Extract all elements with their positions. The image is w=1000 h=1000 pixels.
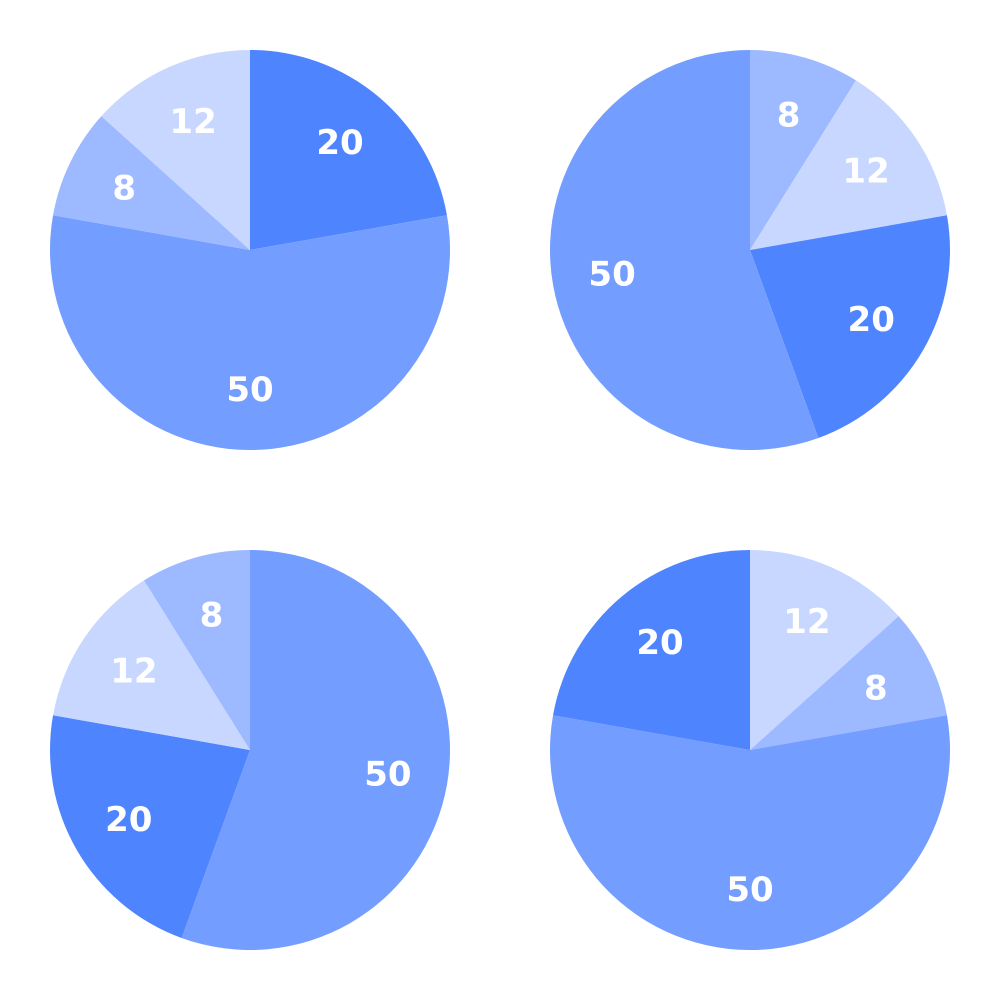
pie-bottom-right-slice-20 [553,550,750,750]
pie-top-left-label-8: 8 [112,169,136,209]
pie-bottom-right-label-20: 20 [636,623,683,663]
pie-top-left-label-12: 12 [169,102,216,142]
pie-top-right-label-8: 8 [777,95,801,135]
pie-bottom-left-label-50: 50 [364,754,411,794]
pie-bottom-left-slice-8 [144,550,250,750]
pie-bottom-left-label-20: 20 [105,800,152,840]
pie-bottom-right-slice-8 [750,616,947,750]
pie-bottom-left-label-12: 12 [110,652,157,692]
pie-chart-top-right: 8 12 20 50 [549,50,950,450]
pie-bottom-right-label-12: 12 [783,602,830,642]
pie-bottom-right-slice-50 [550,715,950,951]
pie-top-right-label-12: 12 [842,152,889,192]
pie-top-right-slice-8 [750,50,856,250]
pie-top-right-slice-50 [549,50,819,450]
pie-top-left-slice-50 [49,215,451,451]
pie-chart-bottom-right: 12 8 50 20 [550,550,950,951]
pie-top-left-slice-12 [101,50,251,250]
pie-bottom-right-slice-12 [750,550,899,750]
pie-top-left-slice-8 [53,116,250,250]
pie-bottom-right-label-8: 8 [864,669,888,709]
pie-bottom-left-label-8: 8 [200,595,224,635]
pie-top-right-slice-20 [750,215,950,438]
pie-chart-top-left: 20 50 8 12 [49,50,451,451]
pie-bottom-right-label-50: 50 [726,870,773,910]
pie-top-left-label-20: 20 [316,123,363,163]
pie-bottom-left-slice-50 [181,550,450,950]
pie-bottom-left-slice-12 [53,580,250,750]
pie-top-right-slice-12 [750,80,947,250]
pie-chart-bottom-left: 50 20 12 8 [50,550,450,950]
pie-top-right-label-50: 50 [588,254,635,294]
pie-top-right-label-20: 20 [848,300,895,340]
pie-top-left-label-50: 50 [226,370,273,410]
pie-bottom-left-slice-20 [50,715,250,938]
pie-top-left-slice-20 [250,50,447,250]
